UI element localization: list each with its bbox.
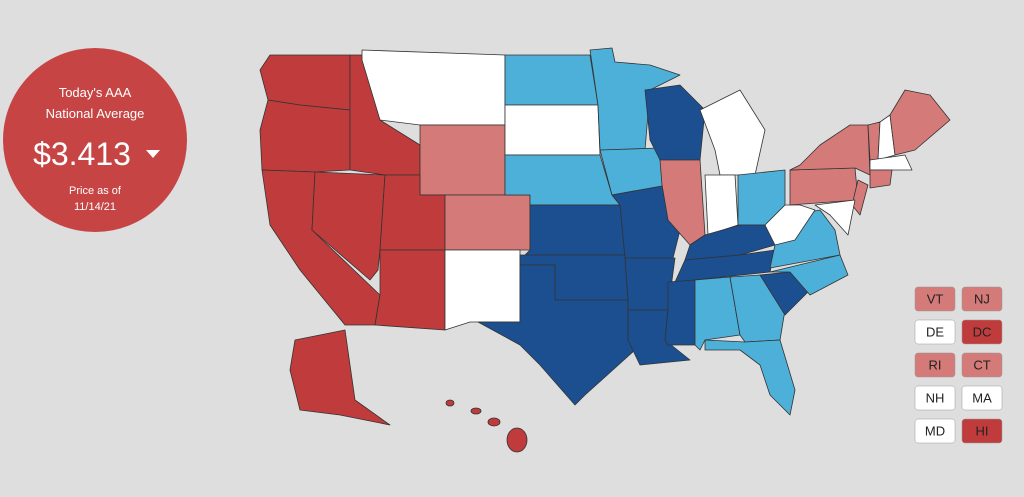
- state-box[interactable]: [914, 319, 956, 345]
- state-box[interactable]: [914, 352, 956, 378]
- state-box[interactable]: [961, 319, 1003, 345]
- state-box-label: DC: [973, 325, 992, 340]
- badge-price-note: Price as of: [69, 185, 122, 197]
- small-state-boxes: VT NJ DE DC RI CT NH MA MD HI: [914, 286, 1003, 444]
- state[interactable]: [704, 339, 796, 416]
- state-box-label: HI: [976, 424, 989, 439]
- state-box-label: RI: [929, 358, 942, 373]
- state[interactable]: [419, 124, 506, 196]
- badge-circle: [3, 48, 187, 232]
- state-box[interactable]: [914, 286, 956, 312]
- state-box-label: MA: [972, 391, 992, 406]
- state[interactable]: [814, 199, 856, 236]
- state[interactable]: [504, 54, 599, 106]
- state-box[interactable]: [961, 286, 1003, 312]
- state[interactable]: [504, 104, 601, 156]
- state[interactable]: [889, 89, 951, 156]
- national-average-badge: Today's AAA National Average $3.413 Pric…: [3, 48, 187, 232]
- state[interactable]: [789, 124, 871, 176]
- state-box-label: NH: [926, 391, 945, 406]
- state[interactable]: [487, 417, 501, 427]
- badge-line2: National Average: [46, 106, 145, 121]
- badge-line1: Today's AAA: [59, 85, 132, 100]
- state[interactable]: [524, 204, 626, 256]
- state[interactable]: [624, 257, 676, 311]
- state-box-label: CT: [973, 358, 990, 373]
- dropdown-arrow[interactable]: [146, 150, 160, 158]
- state[interactable]: [289, 329, 391, 426]
- badge-date: 11/14/21: [74, 201, 116, 213]
- state[interactable]: [869, 169, 893, 189]
- state[interactable]: [470, 407, 482, 415]
- state-box[interactable]: [914, 385, 956, 411]
- state[interactable]: [444, 249, 521, 331]
- state[interactable]: [664, 279, 696, 346]
- state[interactable]: [789, 167, 859, 206]
- state-box-label: MD: [925, 424, 945, 439]
- state[interactable]: [851, 179, 869, 216]
- state-box-label: VT: [927, 292, 944, 307]
- state[interactable]: [445, 399, 455, 407]
- state-box[interactable]: [914, 418, 956, 444]
- badge-price[interactable]: $3.413: [33, 136, 131, 172]
- us-map: [259, 47, 951, 453]
- state[interactable]: [259, 99, 351, 173]
- state[interactable]: [764, 204, 816, 246]
- state[interactable]: [361, 49, 506, 126]
- state[interactable]: [444, 194, 531, 251]
- state[interactable]: [869, 154, 913, 171]
- state[interactable]: [769, 254, 849, 296]
- state-box-label: DE: [926, 325, 944, 340]
- state-box[interactable]: [961, 385, 1003, 411]
- state-box[interactable]: [961, 352, 1003, 378]
- state[interactable]: [477, 264, 636, 406]
- state-box[interactable]: [961, 418, 1003, 444]
- state[interactable]: [704, 174, 739, 236]
- state[interactable]: [589, 47, 681, 151]
- state[interactable]: [374, 249, 446, 331]
- state[interactable]: [506, 427, 528, 453]
- state-box-label: NJ: [974, 292, 990, 307]
